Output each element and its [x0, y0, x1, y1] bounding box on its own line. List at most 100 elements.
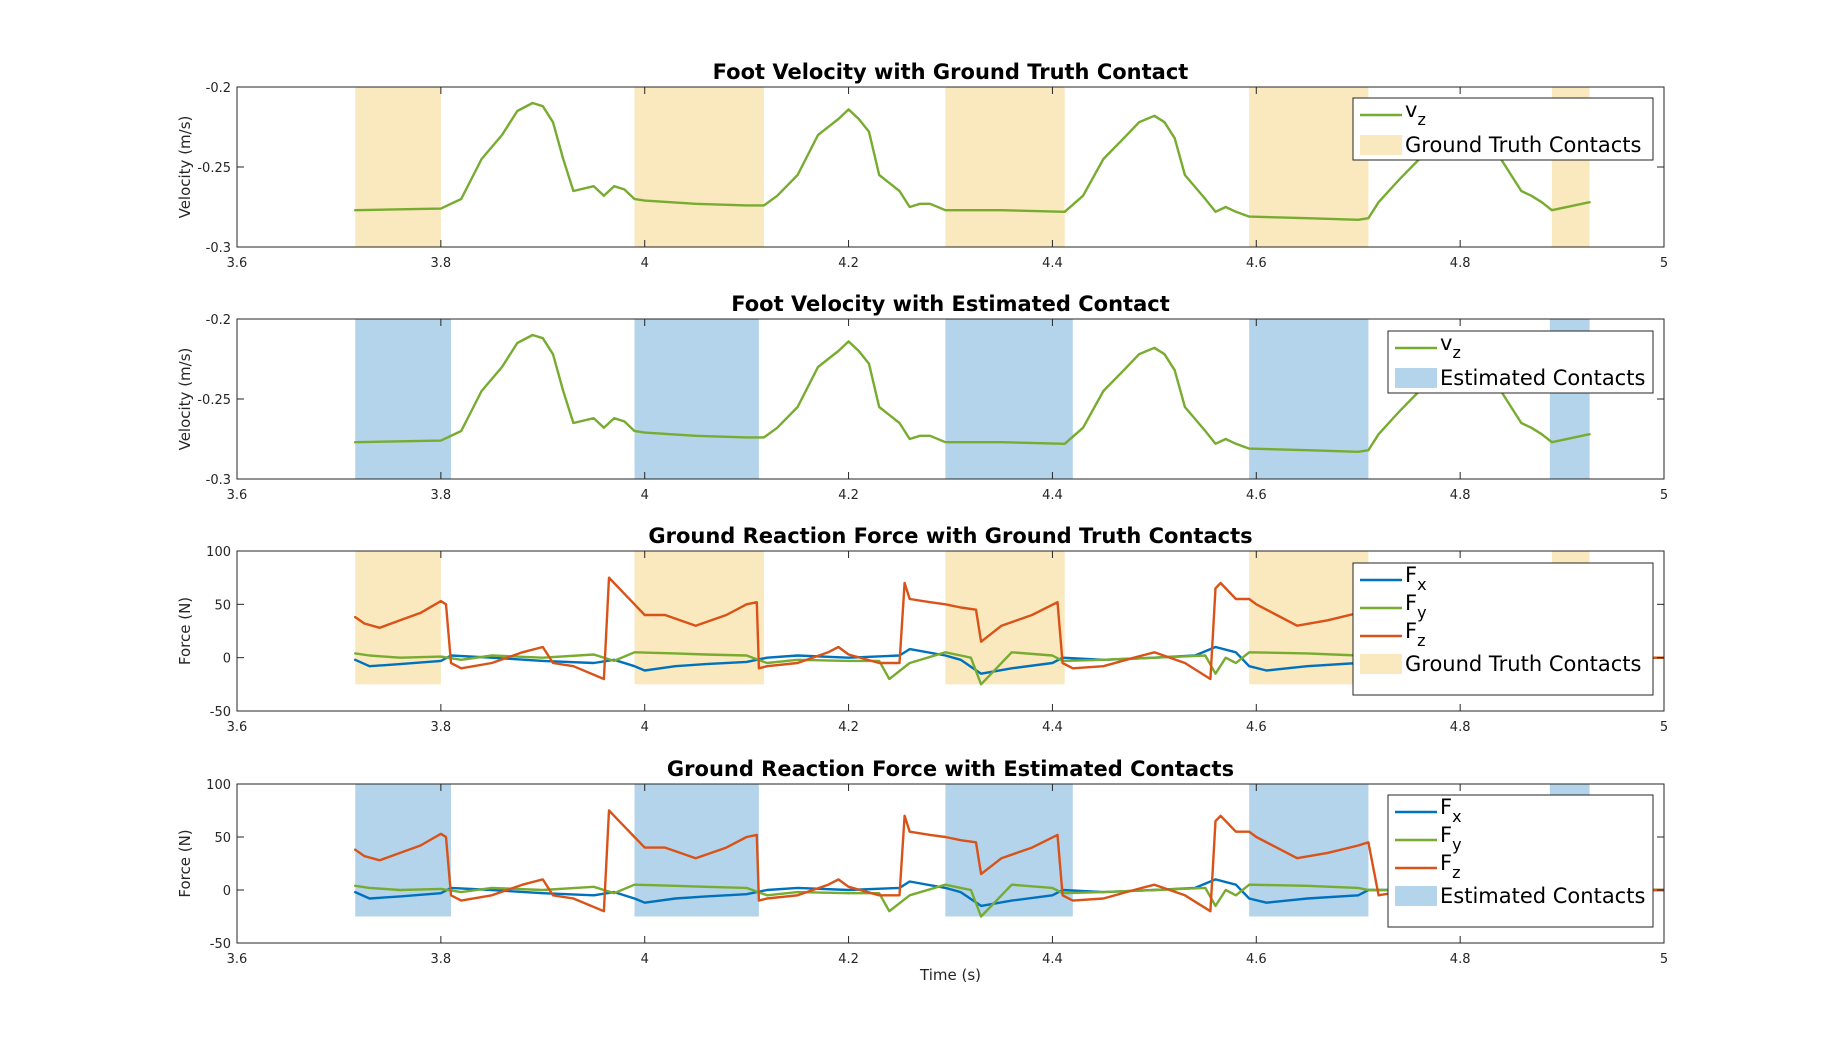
x-tick-label: 4.4	[1042, 952, 1063, 967]
legend-entry-contacts: Ground Truth Contacts	[1405, 652, 1641, 676]
contact-patch-1	[355, 87, 441, 247]
x-tick-label: 5	[1660, 720, 1668, 735]
x-tick-label: 4.8	[1450, 256, 1471, 271]
legend: vz Ground Truth Contacts	[1352, 97, 1654, 161]
x-tick-label: 5	[1660, 488, 1668, 503]
legend-entry-vz: vz	[1440, 331, 1461, 362]
x-tick-label: 4.4	[1042, 256, 1063, 271]
y-axis-label: Velocity (m/s)	[176, 116, 194, 219]
subplot-title: Ground Reaction Force with Ground Truth …	[648, 524, 1252, 548]
y-tick-label: 0	[223, 652, 231, 667]
legend-entry-Fy: Fy	[1405, 591, 1427, 622]
y-tick-label: 100	[206, 545, 231, 560]
x-tick-label: 4	[641, 952, 649, 967]
contact-patch-4	[1249, 319, 1369, 479]
contact-patch-3	[945, 87, 1065, 247]
contact-patch-2	[634, 319, 759, 479]
contact-patches	[355, 551, 1590, 685]
x-tick-label: 3.6	[227, 720, 248, 735]
subplot-3: 3.6 3.8 4 4.2 4.4 4.6 4.8 5 100 50 0 -50 Ground Reac…	[176, 524, 1668, 735]
subplot-1: 3.6 3.8 4 4.2 4.4 4.6 4.8 5 -0.2 -0.25 -0.3 Foot Ve…	[176, 60, 1668, 271]
series-line-vz	[354, 101, 1591, 221]
series-line-Fy	[354, 883, 1664, 918]
x-tick-label: 4	[641, 256, 649, 271]
x-tick-label: 4	[641, 488, 649, 503]
contact-patch-4	[1249, 551, 1369, 685]
legend-entry-Fy: Fy	[1440, 823, 1462, 854]
y-tick-label: -0.25	[197, 161, 231, 176]
x-tick-label: 4.2	[838, 256, 859, 271]
legend-entry-Fx: Fx	[1440, 795, 1462, 826]
x-tick-label: 3.8	[431, 488, 452, 503]
x-tick-label: 3.8	[431, 952, 452, 967]
contact-patches	[355, 87, 1590, 247]
legend-swatch-contacts	[1360, 654, 1402, 674]
legend-entry-Fz: Fz	[1405, 619, 1426, 650]
x-tick-label: 4.6	[1246, 488, 1267, 503]
x-tick-label: 4.2	[838, 720, 859, 735]
x-tick-label: 4.8	[1450, 488, 1471, 503]
x-tick-label: 3.8	[431, 256, 452, 271]
y-tick-label: -50	[210, 937, 231, 952]
x-tick-label: 3.6	[227, 952, 248, 967]
y-axis-label: Velocity (m/s)	[176, 348, 194, 451]
contact-patches	[355, 319, 1590, 479]
legend-box	[1352, 562, 1654, 696]
x-tick-label: 4.6	[1246, 720, 1267, 735]
x-tick-label: 4.8	[1450, 720, 1471, 735]
y-tick-label: -0.3	[206, 473, 231, 488]
legend: vz Estimated Contacts	[1387, 330, 1654, 394]
x-tick-label: 4.8	[1450, 952, 1471, 967]
contact-patch-4	[1249, 87, 1369, 247]
x-tick-label: 4.6	[1246, 952, 1267, 967]
series-line-Fx	[354, 878, 1664, 908]
series-lines	[354, 101, 1591, 221]
y-tick-label: 100	[206, 778, 231, 793]
legend-box	[1352, 97, 1654, 161]
y-tick-label: -0.2	[206, 313, 231, 328]
y-tick-label: -0.2	[206, 81, 231, 96]
y-tick-label: 50	[214, 598, 231, 613]
series-line-Fz	[354, 576, 1664, 681]
x-tick-label: 3.6	[227, 488, 248, 503]
y-tick-label: -50	[210, 705, 231, 720]
y-tick-label: -0.3	[206, 241, 231, 256]
y-tick-label: 50	[214, 831, 231, 846]
contact-patch-1	[355, 319, 452, 479]
legend-swatch-contacts	[1395, 886, 1437, 906]
legend-swatch-contacts	[1360, 135, 1402, 155]
x-tick-label: 4.4	[1042, 488, 1063, 503]
series-lines	[354, 809, 1664, 918]
subplot-title: Foot Velocity with Ground Truth Contact	[713, 60, 1189, 84]
subplot-4: 3.6 3.8 4 4.2 4.4 4.6 4.8 5 100 50 0 -50 Ground Reac…	[176, 757, 1668, 967]
legend-entry-contacts: Ground Truth Contacts	[1405, 133, 1641, 157]
y-tick-label: 0	[223, 884, 231, 899]
axes-box	[236, 550, 1665, 712]
legend-entry-vz: vz	[1405, 98, 1426, 129]
series-lines	[354, 333, 1591, 453]
x-tick-label: 3.6	[227, 256, 248, 271]
x-tick-label: 5	[1660, 256, 1668, 271]
x-tick-label: 4	[641, 720, 649, 735]
legend-entry-Fz: Fz	[1440, 851, 1461, 882]
subplot-title: Ground Reaction Force with Estimated Con…	[667, 757, 1234, 781]
axes-box	[236, 783, 1665, 944]
y-tick-label: -0.25	[197, 393, 231, 408]
series-line-Fz	[354, 809, 1664, 913]
contact-patch-4	[1249, 784, 1369, 917]
contact-patch-3	[945, 319, 1073, 479]
series-line-vz	[354, 333, 1591, 453]
subplot-2: 3.6 3.8 4 4.2 4.4 4.6 4.8 5 -0.2 -0.25 -0.3 Foot Ve…	[176, 292, 1668, 503]
subplot-title: Foot Velocity with Estimated Contact	[731, 292, 1170, 316]
contact-patch-2	[634, 87, 764, 247]
legend-entry-contacts: Estimated Contacts	[1440, 884, 1645, 908]
x-tick-label: 4.6	[1246, 256, 1267, 271]
x-tick-label: 4.4	[1042, 720, 1063, 735]
x-tick-label: 3.8	[431, 720, 452, 735]
x-tick-label: 4.2	[838, 952, 859, 967]
x-axis-label: Time (s)	[919, 966, 981, 984]
y-axis-label: Force (N)	[176, 829, 194, 897]
